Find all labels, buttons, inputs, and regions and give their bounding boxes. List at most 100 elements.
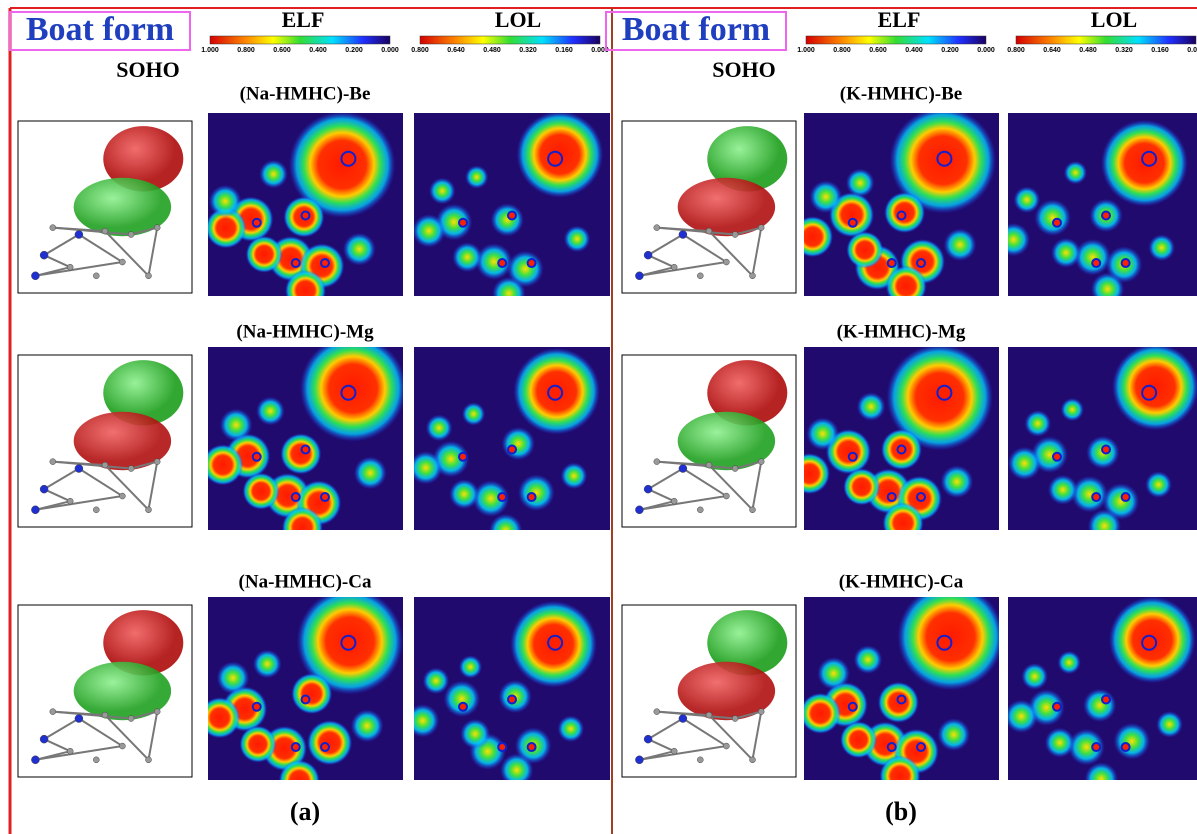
bond [656, 710, 736, 720]
bond [639, 495, 727, 511]
nucleus-ring [547, 384, 564, 401]
colorbar-tick-label: 0.200 [941, 47, 959, 54]
colorbar-tick-label: 0.000 [1187, 47, 1197, 54]
colorbar-tick-label: 0.320 [519, 47, 537, 54]
nucleus-ring [916, 742, 926, 753]
density-blob [804, 453, 830, 495]
atom [749, 756, 756, 764]
atom [678, 464, 688, 473]
contour-map [804, 347, 999, 530]
atom [145, 506, 152, 514]
density-blob [897, 597, 999, 691]
nucleus-ring [936, 384, 953, 401]
nucleus-ring [886, 258, 897, 269]
contour-map [208, 113, 403, 296]
colorbar-tick-label: 0.000 [381, 47, 399, 54]
density-blob [1145, 471, 1172, 498]
nucleus-ring [1101, 210, 1111, 221]
atom [670, 747, 678, 755]
atom [49, 708, 57, 715]
nucleus-ring [290, 492, 301, 503]
nucleus-ring [320, 258, 330, 269]
nucleus-ring [300, 694, 311, 705]
density-blob [219, 408, 253, 442]
density-blob [259, 159, 288, 189]
density-blob [943, 228, 977, 262]
heading: Boat form [26, 11, 174, 48]
nucleus-ring [1091, 258, 1102, 269]
density-blob [208, 207, 247, 249]
orbital-lobe [707, 360, 788, 426]
bond [130, 226, 158, 236]
orbital-lobe [677, 411, 776, 471]
density-blob [804, 692, 841, 734]
nucleus-ring [526, 492, 537, 503]
bond [708, 230, 754, 277]
density-blob [278, 759, 320, 780]
density-blob [285, 270, 326, 296]
density-blob [1051, 237, 1082, 268]
soho-label: SOHO [712, 57, 776, 82]
atom [31, 271, 40, 281]
atom [757, 224, 765, 231]
density-blob [414, 214, 446, 248]
bond [682, 717, 727, 747]
colorbar-tick-label: 0.640 [1043, 47, 1061, 54]
contour-map [1008, 113, 1197, 296]
bond [147, 227, 159, 276]
atom [145, 272, 152, 280]
density-blob [291, 673, 333, 715]
bond [682, 233, 727, 263]
lol-label: LOL [1091, 7, 1137, 32]
colorbar-tick-label: 0.320 [1115, 47, 1133, 54]
orbital-lobe [707, 126, 788, 192]
contour-map [1008, 597, 1197, 780]
density-blob [490, 203, 524, 237]
atom [101, 461, 109, 469]
bond [751, 227, 763, 276]
bond [751, 711, 763, 760]
density-blob [422, 667, 450, 695]
orbital-lobe [677, 177, 776, 237]
density-blob [460, 718, 491, 749]
bond [647, 488, 675, 503]
colorbar-tick-label: 0.800 [1007, 47, 1025, 54]
nucleus-ring [320, 742, 330, 753]
atom [74, 714, 84, 723]
density-blob [1034, 199, 1072, 237]
map-body [208, 113, 403, 296]
density-blob [1071, 475, 1108, 513]
density-blob [1068, 728, 1105, 766]
molecule-image [621, 354, 797, 528]
atom [697, 272, 704, 280]
density-blob [1063, 160, 1088, 185]
atom [705, 711, 713, 719]
atom [39, 250, 49, 260]
density-blob [843, 468, 881, 506]
colorbar [1015, 35, 1197, 45]
density-blob [350, 709, 384, 743]
density-blob [1044, 727, 1075, 758]
map-body [414, 597, 610, 780]
atom [127, 465, 135, 472]
atom [66, 747, 74, 755]
map-body [1008, 347, 1197, 530]
density-blob [458, 655, 483, 679]
atom [670, 497, 678, 505]
atom [93, 272, 100, 280]
contour-map [414, 113, 610, 296]
map-body [414, 113, 610, 296]
nucleus-ring [340, 634, 357, 651]
bond [647, 467, 684, 491]
atom [635, 755, 644, 765]
atom [697, 506, 704, 514]
lol-label: LOL [495, 7, 541, 32]
nucleus-ring [497, 258, 508, 269]
map-body [804, 597, 999, 780]
density-blob [1148, 234, 1175, 262]
contour-map [414, 597, 610, 780]
atom [49, 458, 57, 465]
density-blob [208, 184, 242, 218]
nucleus-ring [507, 444, 517, 455]
